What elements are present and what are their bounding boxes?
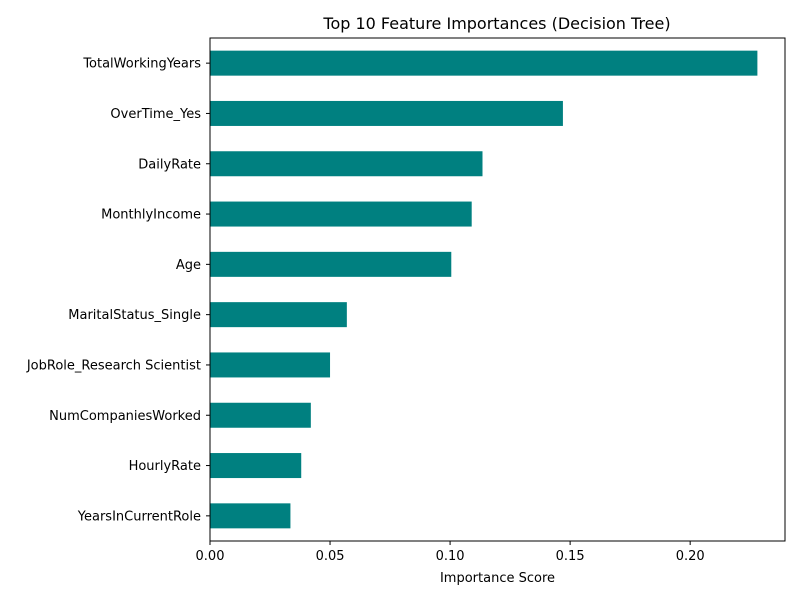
plot-frame <box>209 37 786 542</box>
x-tick-label: 0.15 <box>556 549 585 564</box>
bar-yearsincurrentrole <box>210 503 291 529</box>
x-axis-label: Importance Score <box>440 571 555 586</box>
y-tick-label: MonthlyIncome <box>101 208 201 223</box>
y-tick-label: DailyRate <box>138 157 201 172</box>
bar-dailyrate <box>210 151 483 177</box>
bar-hourlyrate <box>210 453 302 479</box>
y-tick-label: HourlyRate <box>129 459 201 474</box>
x-tick-label: 0.10 <box>436 549 465 564</box>
x-axis-ticks: 0.00 0.05 0.10 0.15 0.20 <box>196 541 705 564</box>
x-tick-label: 0.05 <box>316 549 345 564</box>
bars-layer <box>210 50 758 529</box>
bar-numcompaniesworked <box>210 402 311 428</box>
x-tick-label: 0.20 <box>676 549 705 564</box>
bar-overtime-yes <box>210 100 563 126</box>
chart-title: Top 10 Feature Importances (Decision Tre… <box>322 14 670 33</box>
y-tick-label: YearsInCurrentRole <box>77 509 201 524</box>
y-axis-ticks: TotalWorkingYears OverTime_Yes DailyRate Mo… <box>26 57 210 524</box>
y-tick-label: Age <box>176 258 201 273</box>
bar-jobrole-research-scientist <box>210 352 331 378</box>
x-tick-label: 0.00 <box>196 549 225 564</box>
bar-maritalstatus-single <box>210 302 347 328</box>
y-tick-label: MaritalStatus_Single <box>68 308 201 323</box>
bar-totalworkingyears <box>210 50 758 76</box>
bar-monthlyincome <box>210 201 472 227</box>
y-tick-label: OverTime_Yes <box>110 107 201 122</box>
y-tick-label: JobRole_Research Scientist <box>26 358 201 373</box>
y-tick-label: NumCompaniesWorked <box>49 409 201 424</box>
y-tick-label: TotalWorkingYears <box>82 57 201 72</box>
bar-age <box>210 251 452 277</box>
